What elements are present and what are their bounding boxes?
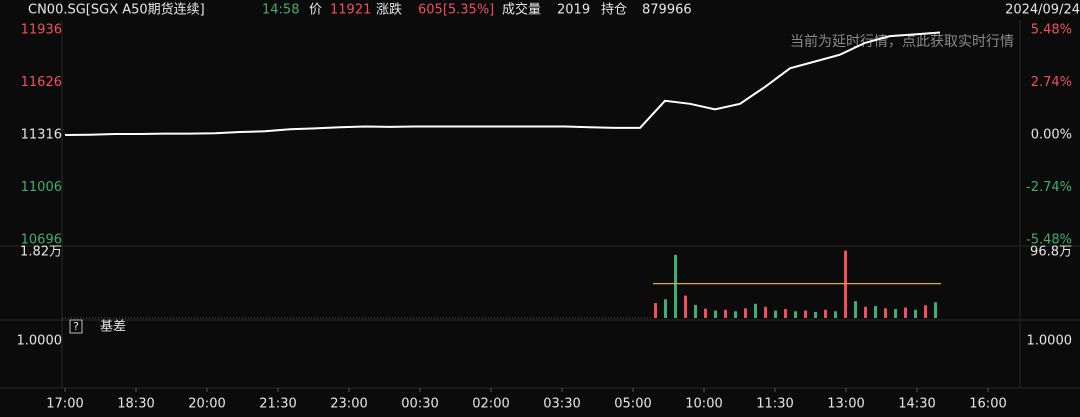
- change: 605[5.35%]: [418, 3, 494, 18]
- y-tick-label: 11626: [21, 75, 62, 90]
- volume-bar: [834, 311, 837, 318]
- y2-tick-label: 0.00%: [1031, 128, 1072, 143]
- y2-tick-label: -2.74%: [1026, 180, 1072, 195]
- y2-tick-label: 5.48%: [1031, 23, 1072, 38]
- volume-bar: [744, 308, 747, 318]
- y-tick-label: 11936: [21, 23, 62, 38]
- volume-bar: [754, 303, 757, 318]
- volume-bar: [674, 254, 677, 318]
- y2-tick-label: 2.74%: [1031, 75, 1072, 90]
- volume-bar: [734, 311, 737, 318]
- volume-bar: [794, 311, 797, 318]
- volume-bar: [824, 309, 827, 318]
- help-icon-glyph: ?: [73, 320, 79, 333]
- y-tick-label: 10696: [21, 233, 62, 248]
- help-icon[interactable]: [69, 319, 83, 334]
- date: 2024/09/24: [1005, 3, 1080, 18]
- volume-bar: [784, 309, 787, 318]
- price-line: [64, 31, 941, 136]
- x-tick-label: 21:30: [259, 397, 296, 412]
- x-tick-label: 20:00: [188, 397, 225, 412]
- x-tick-label: 03:30: [543, 397, 580, 412]
- change-label: 涨跌: [376, 2, 402, 18]
- x-tick-label: 17:00: [46, 397, 83, 412]
- volume-bar: [724, 309, 727, 318]
- price-label: 价: [309, 3, 322, 18]
- x-tick-label: 02:00: [472, 397, 509, 412]
- y-tick-label: 1.0000: [17, 334, 63, 349]
- x-tick-label: 05:00: [614, 397, 651, 412]
- x-tick-label: 23:00: [330, 397, 367, 412]
- time: 14:58: [262, 3, 299, 18]
- volume-bar: [664, 299, 667, 318]
- basis-title: 基差: [100, 320, 126, 335]
- volume-bar: [774, 310, 777, 318]
- x-tick-label: 16:00: [969, 397, 1006, 412]
- y2-tick-label: 96.8万: [1030, 245, 1072, 260]
- x-tick-label: 11:30: [756, 397, 793, 412]
- volume-bar: [874, 306, 877, 318]
- x-tick-label: 10:00: [685, 397, 722, 412]
- volume-bar: [854, 301, 857, 318]
- x-tick-label: 14:30: [898, 397, 935, 412]
- volume-bar: [884, 308, 887, 318]
- volume-bar: [914, 309, 917, 318]
- volume-bar: [814, 312, 817, 318]
- volume-bar: [684, 295, 687, 318]
- volume-label: 成交量: [502, 2, 541, 18]
- volume-bar: [694, 304, 697, 318]
- volume: 2019: [557, 3, 590, 18]
- y-tick-label: 11006: [21, 180, 62, 195]
- volume-bar: [804, 310, 807, 318]
- volume-bar: [864, 306, 867, 318]
- symbol: CN00.SG[SGX A50期货连续]: [28, 2, 205, 18]
- volume-bar: [904, 307, 907, 318]
- x-tick-label: 13:00: [827, 397, 864, 412]
- volume-bar: [934, 302, 937, 318]
- x-tick-label: 18:30: [117, 397, 154, 412]
- volume-bar: [894, 309, 897, 318]
- volume-bar: [654, 303, 657, 318]
- y2-tick-label: -5.48%: [1026, 233, 1072, 248]
- volume-bar: [764, 306, 767, 318]
- volume-bar: [924, 305, 927, 318]
- volume-bar: [844, 250, 847, 318]
- delay-notice[interactable]: 当前为延时行情，点此获取实时行情: [790, 33, 1014, 50]
- price: 11921: [330, 3, 371, 18]
- oi: 879966: [642, 3, 692, 18]
- y-tick-label: 1.82万: [20, 245, 62, 260]
- x-tick-label: 00:30: [401, 397, 438, 412]
- volume-bar: [704, 308, 707, 318]
- oi-label: 持仓: [601, 3, 627, 18]
- y2-tick-label: 1.0000: [1027, 334, 1073, 349]
- volume-bar: [714, 310, 717, 318]
- y-tick-label: 11316: [21, 128, 62, 143]
